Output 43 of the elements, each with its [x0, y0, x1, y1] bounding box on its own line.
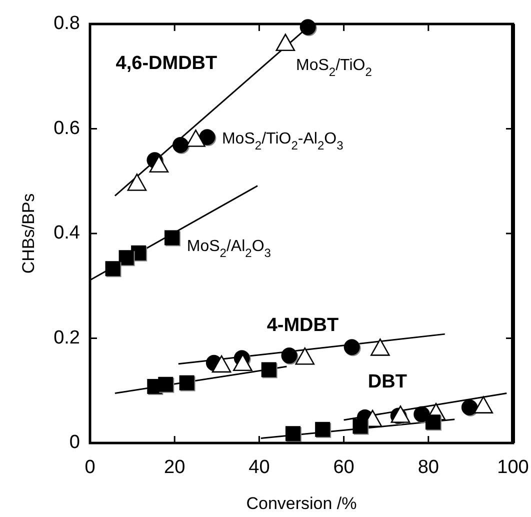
x-tick-label: 0 [84, 457, 96, 478]
point [158, 376, 174, 392]
point [233, 354, 252, 372]
point [285, 426, 300, 442]
x-axis-title: Conversion /% [246, 494, 357, 513]
annotation: 4,6-DMDBT [116, 52, 218, 74]
annotation: MoS$_{2}$/Al$_{2}$O$_{3}$ [186, 238, 272, 260]
y-axis-title: CHBs/BPs [19, 193, 38, 274]
point [164, 230, 180, 246]
point [172, 136, 189, 153]
point [149, 155, 169, 173]
x-tick-label: 80 [418, 457, 439, 478]
point [425, 414, 440, 430]
annotation: DBT [368, 372, 408, 393]
point [261, 362, 276, 378]
x-tick-label: 60 [333, 457, 354, 478]
point [390, 406, 410, 423]
x-tick-label: 40 [248, 457, 270, 478]
y-tick-label: 0 [69, 432, 80, 454]
point [370, 338, 390, 356]
annotation: MoS$_{2}$/TiO$_{2}$-Al$_{2}$O$_{3}$ [222, 130, 344, 153]
point [199, 129, 216, 146]
annotation: MoS$_{2}$/TiO$_{2}$ [296, 57, 372, 80]
point [118, 250, 134, 266]
annotation: 4-MDBT [266, 315, 339, 336]
point [315, 422, 330, 437]
point [344, 339, 360, 356]
y-tick-label: 0.8 [54, 13, 80, 34]
y-tick-label: 0.2 [54, 327, 80, 348]
point [295, 347, 315, 365]
point [281, 348, 298, 364]
y-tick-label: 0.6 [54, 118, 80, 139]
point [276, 34, 296, 52]
point [105, 261, 120, 276]
point [212, 355, 232, 373]
point [414, 406, 430, 422]
x-tick-label: 100 [497, 457, 529, 478]
point [461, 399, 478, 416]
point [352, 418, 368, 434]
x-tick-label: 20 [164, 457, 186, 478]
point [127, 174, 147, 191]
point [179, 375, 194, 390]
y-tick-label: 0.4 [54, 222, 80, 244]
